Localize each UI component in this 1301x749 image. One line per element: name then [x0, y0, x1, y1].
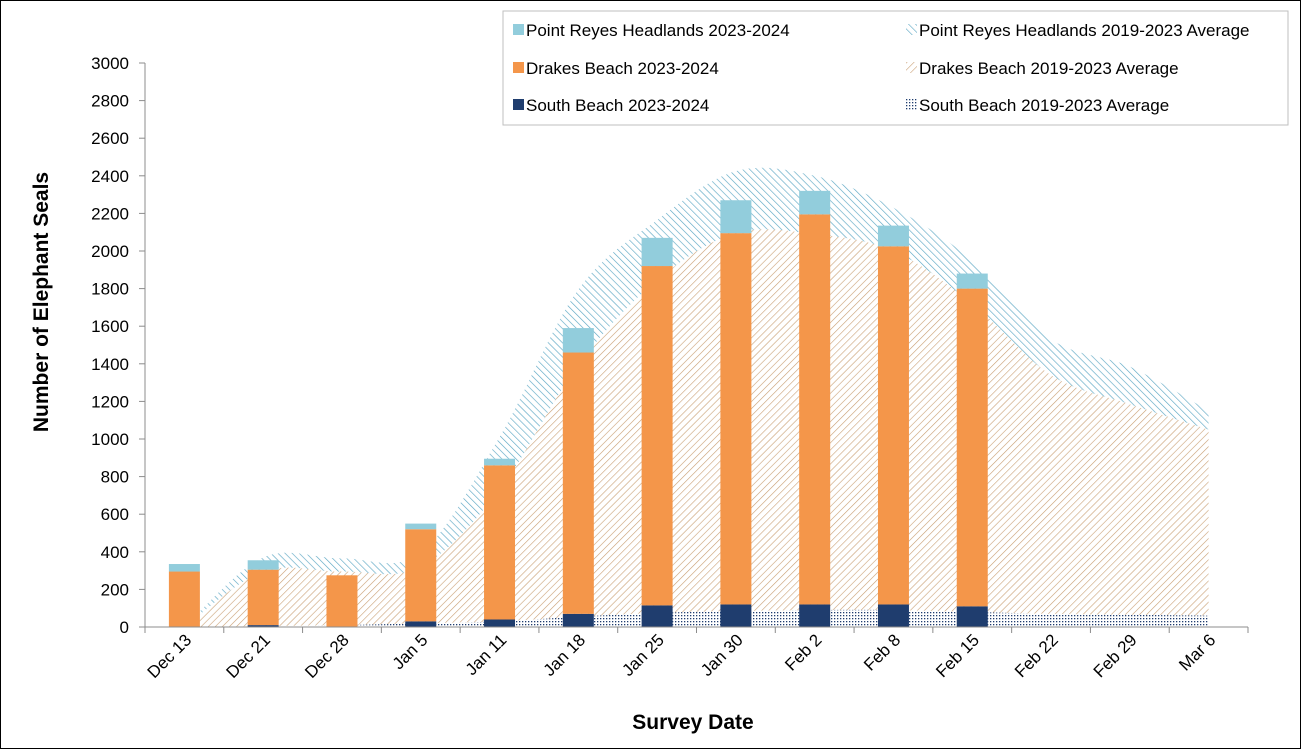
bar-segment — [562, 328, 594, 353]
bar-segment — [877, 604, 909, 627]
x-tick-label: Feb 8 — [860, 630, 904, 674]
x-tick-label: Feb 15 — [932, 630, 983, 681]
x-tick-label: Dec 21 — [222, 630, 274, 682]
bar-segment — [799, 214, 831, 605]
bar-segment — [326, 575, 358, 627]
bar-segment — [956, 288, 988, 607]
y-tick-label: 0 — [120, 618, 129, 637]
bars — [168, 190, 988, 627]
area-0 — [184, 609, 1209, 627]
legend-label: South Beach 2023-2024 — [526, 96, 709, 115]
bar-segment — [877, 225, 909, 247]
x-tick-label: Jan 11 — [462, 630, 511, 679]
y-tick-label: 400 — [101, 543, 129, 562]
bar-segment — [562, 352, 594, 614]
bar-segment — [720, 200, 752, 234]
bar-segment — [799, 190, 831, 215]
bar-segment — [168, 564, 200, 572]
x-tick-label: Dec 28 — [301, 630, 353, 682]
bar-segment — [720, 604, 752, 627]
x-tick-label: Dec 13 — [144, 630, 196, 682]
y-tick-label: 2400 — [91, 167, 129, 186]
legend-label: Point Reyes Headlands 2023-2024 — [526, 21, 790, 40]
x-tick-label: Feb 22 — [1011, 630, 1062, 681]
y-tick-label: 2000 — [91, 242, 129, 261]
bar-segment — [484, 458, 516, 466]
bar-segment — [247, 560, 279, 570]
average-areas — [184, 167, 1209, 627]
legend-box — [502, 10, 1289, 126]
legend-swatch — [906, 99, 917, 110]
bar-segment — [168, 571, 200, 627]
x-tick-label: Mar 6 — [1175, 630, 1219, 674]
legend-label: South Beach 2019-2023 Average — [919, 96, 1169, 115]
bar-segment — [405, 523, 437, 530]
y-tick-label: 800 — [101, 468, 129, 487]
bar-segment — [484, 619, 516, 627]
legend: Point Reyes Headlands 2023-2024 Point Rey… — [502, 10, 1289, 126]
bar-segment — [562, 613, 594, 627]
x-axis-title: Survey Date — [632, 711, 753, 734]
bar-segment — [641, 605, 673, 627]
x-tick-label: Feb 29 — [1090, 630, 1141, 681]
y-tick-label: 1200 — [91, 392, 129, 411]
x-tick-label: Jan 18 — [540, 630, 590, 680]
bar-segment — [641, 237, 673, 267]
y-tick-label: 3000 — [91, 54, 129, 73]
bar-segment — [956, 606, 988, 627]
y-tick-label: 1400 — [91, 355, 129, 374]
legend-swatch — [513, 99, 524, 110]
bar-segment — [247, 625, 279, 627]
area-1 — [184, 229, 1209, 627]
y-tick-label: 600 — [101, 505, 129, 524]
bar-segment — [405, 621, 437, 627]
y-tick-label: 1000 — [91, 430, 129, 449]
bar-segment — [484, 465, 516, 620]
bar-segment — [641, 266, 673, 606]
legend-swatch — [906, 24, 917, 35]
x-tick-label: Jan 25 — [618, 630, 668, 680]
bar-segment — [720, 233, 752, 605]
y-tick-label: 2200 — [91, 204, 129, 223]
x-tick-label: Jan 5 — [389, 630, 432, 673]
y-tick-label: 200 — [101, 580, 129, 599]
y-tick-label: 1800 — [91, 280, 129, 299]
legend-label: Drakes Beach 2023-2024 — [526, 59, 719, 78]
bar-segment — [247, 569, 279, 626]
bar-segment — [799, 604, 831, 627]
x-tick-label: Jan 30 — [697, 630, 747, 680]
x-tick-label: Feb 2 — [781, 630, 825, 674]
bar-segment — [877, 246, 909, 605]
y-tick-label: 1600 — [91, 317, 129, 336]
bar-segment — [956, 273, 988, 289]
area-2 — [184, 167, 1209, 627]
legend-label: Point Reyes Headlands 2019-2023 Average — [919, 21, 1249, 40]
legend-swatch — [906, 62, 917, 73]
legend-swatch — [513, 24, 524, 35]
y-tick-label: 2600 — [91, 129, 129, 148]
legend-swatch — [513, 62, 524, 73]
legend-label: Drakes Beach 2019-2023 Average — [919, 59, 1179, 78]
bar-segment — [405, 529, 437, 622]
y-axis-title: Number of Elephant Seals — [30, 172, 53, 432]
y-tick-label: 2800 — [91, 92, 129, 111]
